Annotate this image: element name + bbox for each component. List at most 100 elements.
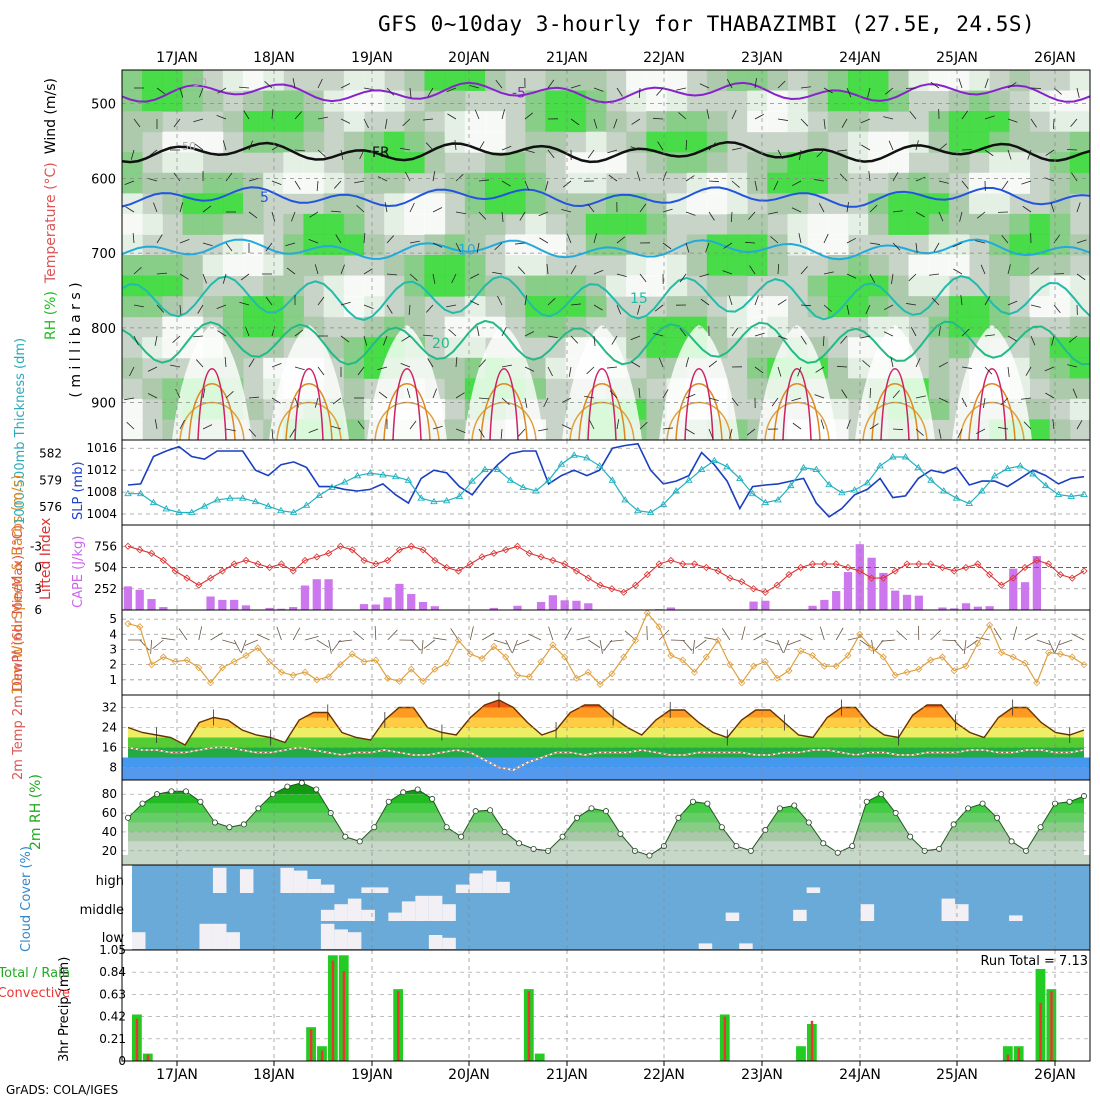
wind-barb (501, 180, 511, 187)
rh-cell (969, 70, 990, 92)
thickness-point (340, 478, 349, 485)
rh-point (791, 802, 798, 809)
cloud-cell (334, 904, 348, 921)
wind-speed-point (525, 673, 533, 681)
convective-precip-bar (342, 971, 346, 1061)
rh-cell (666, 316, 688, 338)
rh-cell (948, 213, 970, 235)
wind-barb (938, 180, 949, 184)
wind-barb (983, 397, 986, 408)
thickness-point (226, 494, 234, 501)
wind-barb (883, 331, 894, 337)
wind-barb (173, 118, 181, 128)
rh-cell (848, 296, 869, 318)
wind-barb (357, 420, 365, 430)
wind-barb (561, 424, 572, 430)
rh-cell (646, 70, 667, 92)
wind-speed-point (348, 650, 356, 658)
wind-barb (593, 335, 596, 346)
rh-cell (384, 255, 405, 277)
wind-barb (657, 141, 664, 151)
rh-cell (343, 70, 365, 92)
rh-cell (747, 172, 768, 194)
rh-cell (585, 213, 607, 235)
wind-barb (353, 630, 365, 641)
rh-cell (202, 90, 224, 112)
rh-cell (747, 70, 768, 92)
wind-barb (819, 626, 825, 641)
rh-cell (908, 172, 930, 194)
rh-cell (928, 337, 950, 359)
wind-barb (1045, 392, 1055, 399)
wind-barb (561, 397, 572, 403)
warm-isotherm (977, 368, 1007, 441)
rh-point (356, 838, 363, 845)
warm-isotherm (587, 368, 617, 441)
convective-precip-bar (331, 960, 335, 1061)
wind-barb (448, 329, 457, 337)
wind-barb (125, 206, 135, 213)
rh-cell (404, 70, 425, 92)
day-label-bottom: 20JAN (448, 1067, 490, 1083)
thickness-point (136, 489, 145, 497)
wind-barb (156, 272, 167, 275)
wind-barb (193, 118, 204, 123)
rh-cell (424, 152, 446, 174)
wind-barb (469, 85, 480, 89)
wind-barb (248, 358, 255, 368)
wind-barb (129, 366, 135, 377)
rh-cell (404, 111, 425, 133)
wind-speed-point (596, 680, 604, 688)
wind-barb (881, 639, 896, 642)
wind-barb (771, 397, 779, 407)
rh-cell (747, 357, 768, 379)
thickness-point (1054, 490, 1063, 498)
rh-cell (525, 296, 546, 318)
rh-cell (1049, 152, 1071, 174)
rh-cell (686, 131, 708, 153)
wind-barb (930, 81, 940, 89)
wind-barb (1068, 335, 1078, 343)
cape-bar (914, 595, 923, 610)
temp-tick-label: 32 (102, 701, 117, 715)
wind-barb (692, 639, 695, 654)
wind-barb (662, 171, 667, 182)
li-point (631, 581, 640, 589)
rh-cell (848, 152, 869, 174)
li-point (431, 556, 439, 564)
rh-cell (1049, 296, 1071, 318)
rh-cell (464, 213, 486, 235)
wind-barb (455, 242, 461, 253)
thickness-point (799, 463, 808, 471)
thickness-point (1003, 464, 1012, 472)
li-point (301, 556, 309, 564)
li-point (702, 563, 710, 572)
rh-cell (888, 172, 909, 194)
rh-cell (908, 213, 930, 235)
rh-band (128, 813, 1084, 823)
wind-barb (841, 389, 848, 399)
cape-bar (206, 596, 215, 610)
rh-cell (424, 275, 446, 297)
cape-bar (371, 604, 380, 610)
rh-point (646, 852, 653, 859)
isotherm-label: 15 (630, 291, 648, 307)
wind-speed-point (360, 658, 368, 666)
wind-barb (679, 327, 687, 337)
wind-barb (588, 639, 601, 648)
cape-bar (418, 601, 428, 610)
wind-barb (975, 240, 986, 244)
wind-barb (292, 627, 301, 641)
precip-tick-label: 0.21 (99, 1032, 126, 1046)
li-point (986, 571, 994, 579)
rh-cell (343, 213, 365, 235)
thickness-point (774, 496, 782, 503)
rh-cell (162, 172, 183, 194)
cape-bar (879, 572, 888, 610)
li-point (313, 553, 321, 561)
cloud-cell (941, 898, 956, 921)
li-point (336, 542, 345, 550)
wind-speed-point (230, 658, 238, 666)
rh-cell (343, 378, 365, 400)
rh-cell (243, 296, 264, 318)
